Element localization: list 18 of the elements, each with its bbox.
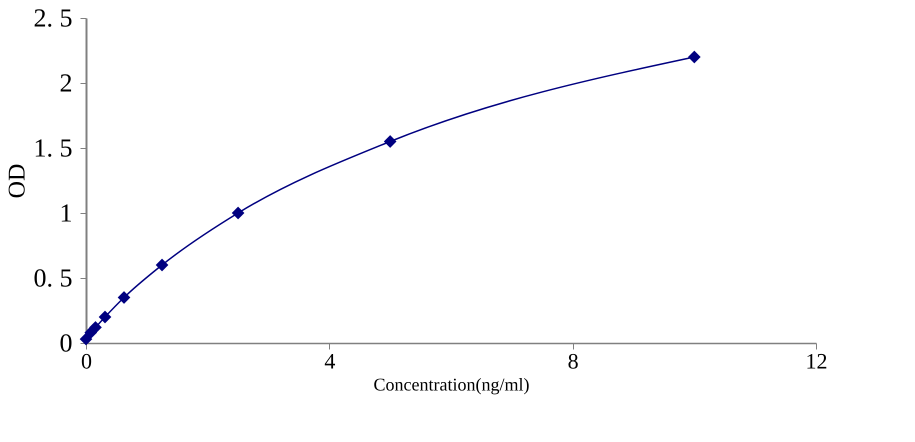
point [98,310,112,324]
point [384,135,396,148]
point [89,321,102,334]
point [156,258,168,272]
y-axis-title: OD [4,164,30,198]
x-tick-label: 8 [568,348,579,374]
point [118,291,130,304]
x-tick-label: 12 [806,348,828,374]
y-tick-label: 2. 5 [34,4,72,32]
y-tick-label: 1 [60,198,72,228]
point [688,50,701,64]
point [232,206,244,220]
x-tick-label: 0 [81,348,92,374]
y-tick-label: 2 [60,68,72,98]
x-axis-title: Concentration(ng/ml) [374,374,530,394]
y-tick-label: 1. 5 [34,134,72,162]
x-tick-label: 4 [324,348,336,374]
y-tick-label: 0. 5 [34,264,72,292]
